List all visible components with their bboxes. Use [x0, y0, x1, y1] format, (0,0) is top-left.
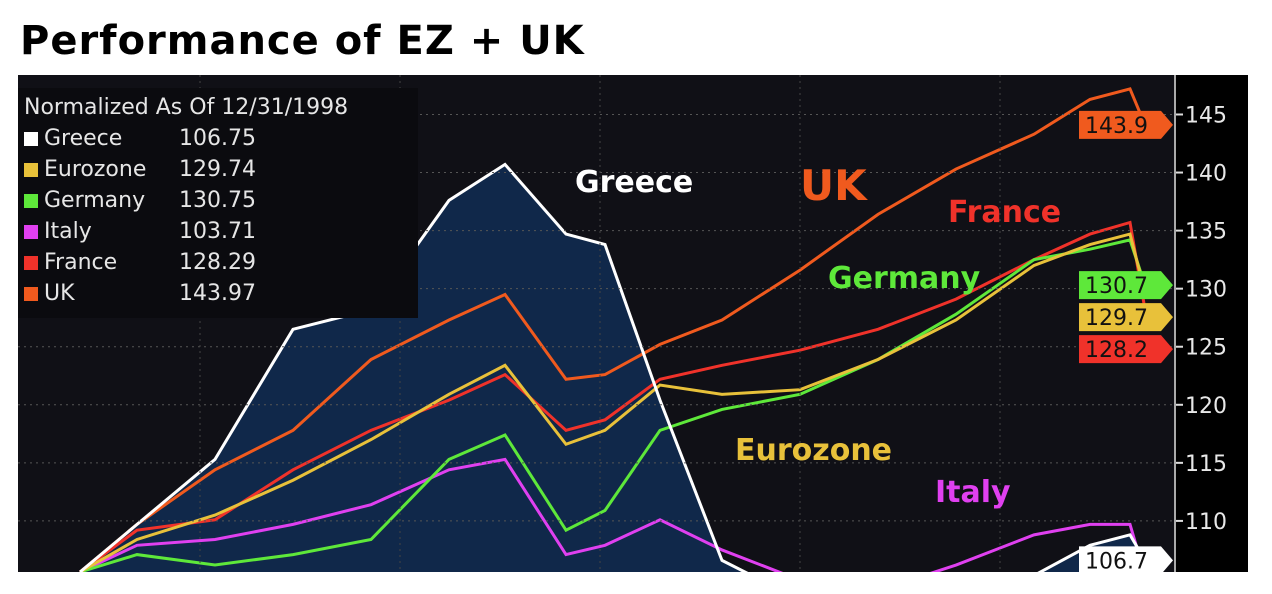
- series-label-france: France: [948, 195, 1061, 230]
- legend-name: France: [44, 250, 118, 275]
- legend-name: UK: [44, 281, 75, 306]
- series-line-italy: [79, 457, 1146, 572]
- series-label-uk: UK: [800, 161, 868, 210]
- legend-value: 129.74: [179, 157, 256, 182]
- legend-name: Eurozone: [44, 157, 147, 182]
- value-tag-text: 130.7: [1085, 274, 1148, 299]
- value-tag-text: 128.2: [1085, 338, 1148, 363]
- y-tick-label: 145: [1185, 103, 1227, 128]
- legend-swatch: [24, 286, 38, 301]
- legend-value: 128.29: [179, 250, 256, 275]
- series-group: [79, 87, 1147, 572]
- value-tag-greece: [1079, 546, 1173, 575]
- series-label-germany: Germany: [828, 261, 981, 296]
- series-label-eurozone: Eurozone: [735, 433, 892, 468]
- series-line-uk: [79, 87, 1147, 572]
- legend-value: 103.71: [179, 219, 256, 244]
- value-tag-eurozone: [1079, 303, 1173, 332]
- y-tick-label: 135: [1185, 220, 1227, 245]
- legend-name: Germany: [44, 188, 146, 213]
- series-line-france: [79, 220, 1147, 572]
- legend-value: 106.75: [179, 126, 256, 151]
- y-tick-label: 130: [1185, 278, 1227, 303]
- legend-swatch: [24, 224, 38, 239]
- chart-title: Performance of EZ + UK: [20, 18, 585, 64]
- value-tag-text: 143.9: [1085, 114, 1148, 139]
- legend-item-greece: Greece 106.75: [24, 123, 412, 154]
- legend-item-germany: Germany 130.75: [24, 185, 412, 216]
- series-line-germany: [79, 238, 1147, 572]
- legend-title: Normalized As Of 12/31/1998: [24, 95, 349, 120]
- legend-swatch: [24, 255, 38, 270]
- legend-swatch: [24, 162, 38, 177]
- series-label-italy: Italy: [935, 475, 1011, 510]
- legend-name: Greece: [44, 126, 123, 151]
- greece-area: [80, 164, 1145, 572]
- y-tick-label: 110: [1185, 510, 1227, 535]
- legend-item-france: France 128.29: [24, 247, 412, 278]
- legend-item-italy: Italy 103.71: [24, 216, 412, 247]
- y-tick-label: 115: [1185, 452, 1227, 477]
- value-tag-text: 129.7: [1085, 306, 1148, 331]
- value-tag-uk: [1079, 110, 1173, 139]
- y-tick-label: 140: [1185, 162, 1227, 187]
- legend-value: 143.97: [179, 281, 256, 306]
- y-tick-label: 120: [1185, 394, 1227, 419]
- series-label-greece: Greece: [575, 165, 693, 200]
- legend: Normalized As Of 12/31/1998 Greece 106.75…: [18, 88, 418, 318]
- value-tag-france: [1079, 335, 1173, 364]
- series-line-greece: [79, 162, 1147, 572]
- legend-rows: Greece 106.75 Eurozone 129.74 Germany 130.75 I…: [24, 123, 412, 309]
- value-tag-germany: [1079, 271, 1173, 300]
- series-line-eurozone: [79, 232, 1147, 572]
- legend-value: 130.75: [179, 188, 256, 213]
- y-tick-label: 125: [1185, 336, 1227, 361]
- legend-item-uk: UK 143.97: [24, 278, 412, 309]
- legend-swatch: [24, 193, 38, 208]
- legend-item-eurozone: Eurozone 129.74: [24, 154, 412, 185]
- value-tag-text: 106.7: [1085, 549, 1148, 574]
- legend-name: Italy: [44, 219, 92, 244]
- legend-swatch: [24, 131, 38, 146]
